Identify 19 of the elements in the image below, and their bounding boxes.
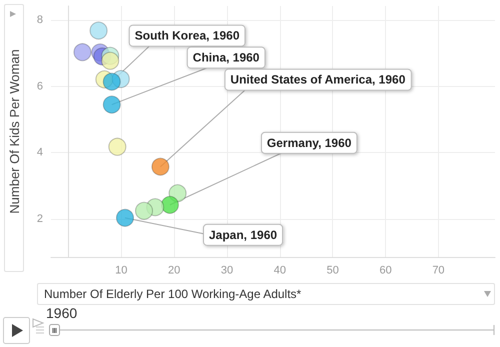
x-tick-label: 40 xyxy=(274,264,286,276)
y-tick-label: 2 xyxy=(36,213,43,226)
x-tick-label: 50 xyxy=(326,264,339,276)
y-tick-label: 8 xyxy=(36,14,43,26)
y-tick-label: 4 xyxy=(36,146,43,159)
text: 1960 xyxy=(46,305,78,321)
y-tick-label: 6 xyxy=(36,80,43,92)
annotation: South Korea, 1960 xyxy=(134,28,240,43)
x-axis-title: Number Of Elderly Per 100 Working-Age Adults* xyxy=(44,287,302,301)
annotation: Germany, 1960 xyxy=(266,136,352,150)
x-tick-label: 10 xyxy=(115,264,128,276)
x-tick-label: 70 xyxy=(432,264,445,276)
x-tick-label: 20 xyxy=(168,264,180,276)
annotation: United States of America, 1960 xyxy=(230,72,406,87)
y-axis-title: Number Of Kids Per Woman xyxy=(7,49,22,214)
annotation: Japan, 1960 xyxy=(209,228,278,242)
x-tick-label: 30 xyxy=(220,264,234,276)
annotation: China, 1960 xyxy=(192,50,260,65)
x-tick-label: 60 xyxy=(379,264,392,276)
